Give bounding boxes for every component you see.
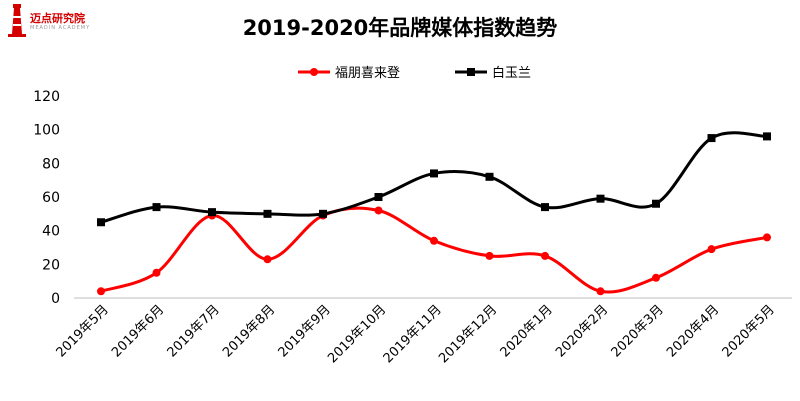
data-point bbox=[263, 255, 272, 264]
legend-marker bbox=[310, 68, 318, 76]
y-tick-label: 20 bbox=[42, 257, 60, 273]
logo-subtext: MEADIN ACADEMY bbox=[30, 25, 91, 31]
x-tick-label: 2019年5月 bbox=[54, 302, 112, 360]
series-2 bbox=[97, 131, 771, 227]
legend-marker bbox=[467, 68, 475, 76]
data-point bbox=[152, 203, 161, 212]
legend-label: 福朋喜来登 bbox=[335, 66, 400, 81]
x-tick-label: 2019年6月 bbox=[109, 302, 167, 360]
logo-text: 迈点研究院 bbox=[30, 12, 85, 25]
series-line bbox=[100, 206, 768, 294]
legend-label: 白玉兰 bbox=[492, 65, 531, 81]
x-tick-label: 2019年7月 bbox=[165, 302, 223, 360]
x-tick-label: 2020年2月 bbox=[553, 302, 611, 360]
data-point bbox=[596, 287, 605, 296]
data-point bbox=[208, 208, 216, 217]
data-point bbox=[541, 251, 549, 260]
y-axis: 0 20 40 60 80 100 120 bbox=[33, 89, 60, 307]
data-point bbox=[319, 209, 327, 218]
x-tick-label: 2020年4月 bbox=[664, 302, 722, 360]
y-tick-label: 100 bbox=[33, 123, 60, 139]
x-tick-label: 2020年1月 bbox=[498, 302, 556, 360]
data-point bbox=[763, 233, 771, 242]
x-tick-label: 2019年8月 bbox=[220, 302, 278, 360]
data-point bbox=[707, 134, 716, 143]
x-tick-label: 2019年10月 bbox=[325, 302, 389, 366]
brand-logo: 迈点研究院 MEADIN ACADEMY bbox=[4, 4, 100, 44]
data-point bbox=[596, 194, 605, 203]
chart-title: 2019-2020年品牌媒体指数趋势 bbox=[242, 16, 558, 40]
x-tick-label: 2019年9月 bbox=[276, 302, 334, 360]
plot-area bbox=[97, 131, 771, 296]
data-point bbox=[97, 287, 105, 296]
x-axis: 2019年5月2019年6月2019年7月2019年8月2019年9月2019年… bbox=[54, 297, 792, 366]
x-tick-label: 2020年5月 bbox=[720, 302, 778, 360]
data-point bbox=[652, 273, 660, 282]
series-1 bbox=[97, 206, 771, 296]
series-line bbox=[100, 131, 768, 224]
data-point bbox=[763, 132, 771, 141]
x-tick-label: 2019年11月 bbox=[381, 302, 445, 366]
data-point bbox=[430, 169, 438, 178]
y-tick-label: 80 bbox=[42, 156, 60, 172]
data-point bbox=[374, 193, 383, 201]
data-point bbox=[485, 251, 494, 260]
x-tick-label: 2019年12月 bbox=[436, 302, 500, 366]
data-point bbox=[97, 218, 105, 227]
y-tick-label: 40 bbox=[42, 224, 60, 240]
chart-legend: 福朋喜来登 白玉兰 bbox=[298, 65, 531, 81]
data-point bbox=[263, 209, 272, 218]
data-point bbox=[707, 245, 716, 254]
y-tick-label: 120 bbox=[33, 89, 60, 105]
x-tick-label: 2020年3月 bbox=[609, 302, 667, 360]
data-point bbox=[152, 268, 161, 277]
lighthouse-icon bbox=[8, 4, 26, 37]
data-point bbox=[374, 206, 383, 215]
data-point bbox=[430, 236, 438, 245]
y-tick-label: 60 bbox=[42, 190, 60, 206]
data-point bbox=[541, 203, 549, 212]
y-tick-label: 0 bbox=[51, 291, 60, 307]
data-point bbox=[652, 199, 660, 208]
data-point bbox=[485, 172, 494, 181]
